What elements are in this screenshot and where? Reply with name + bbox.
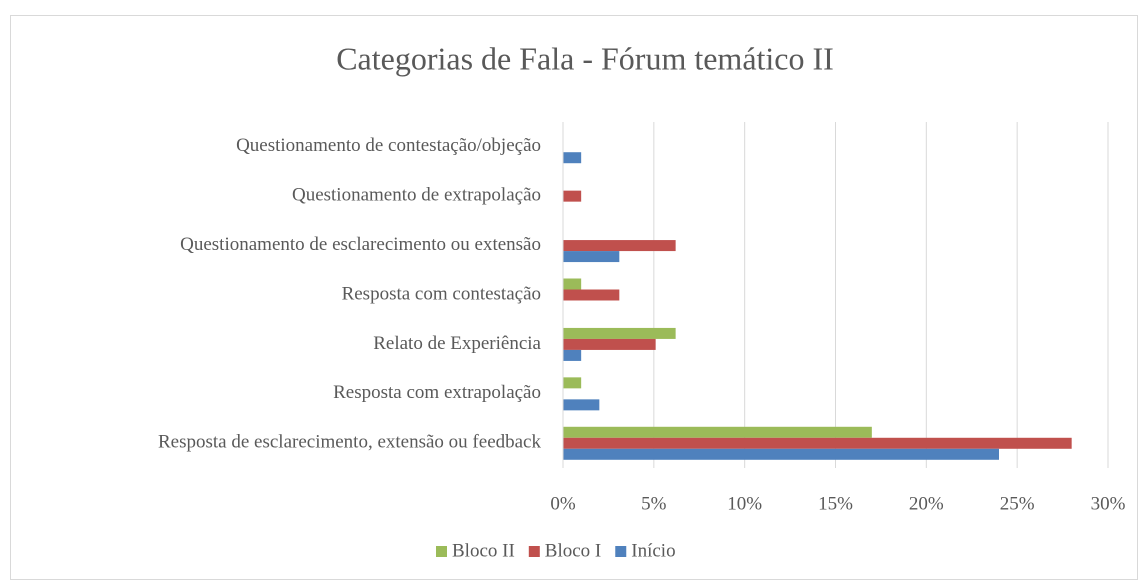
chart-title: Categorias de Fala - Fórum temático II — [336, 40, 834, 76]
bar — [563, 338, 656, 350]
y-tick-label: Resposta com extrapolação — [333, 382, 541, 403]
y-tick-label: Relato de Experiência — [373, 333, 541, 354]
x-tick-label: 10% — [727, 493, 762, 514]
legend-swatch — [615, 546, 627, 557]
bar — [563, 289, 620, 301]
bar — [563, 190, 582, 202]
x-tick-label: 5% — [641, 493, 667, 514]
bar — [563, 278, 582, 290]
y-tick-label: Resposta de esclarecimento, extensão ou … — [158, 432, 542, 453]
bar — [563, 377, 582, 389]
bar — [563, 327, 676, 339]
bar — [563, 251, 620, 263]
bar — [563, 240, 676, 252]
y-tick-label: Questionamento de contestação/objeção — [236, 135, 541, 156]
y-tick-label: Questionamento de extrapolação — [292, 185, 541, 206]
y-tick-label: Questionamento de esclarecimento ou exte… — [180, 234, 541, 255]
bar — [563, 152, 582, 164]
bar — [563, 448, 999, 460]
x-tick-label: 15% — [818, 493, 853, 514]
legend-swatch — [528, 546, 540, 557]
bar — [563, 437, 1072, 449]
legend-label: Bloco II — [452, 540, 515, 561]
x-tick-label: 30% — [1091, 493, 1126, 514]
x-tick-label: 0% — [550, 493, 576, 514]
x-tick-label: 25% — [1000, 493, 1035, 514]
legend-swatch — [436, 546, 447, 557]
y-tick-label: Resposta com contestação — [342, 283, 541, 304]
bar — [563, 399, 600, 411]
legend-label: Início — [631, 540, 675, 561]
bar — [563, 349, 582, 361]
x-tick-label: 20% — [909, 493, 944, 514]
bar — [563, 426, 872, 438]
legend-label: Bloco I — [545, 540, 601, 561]
